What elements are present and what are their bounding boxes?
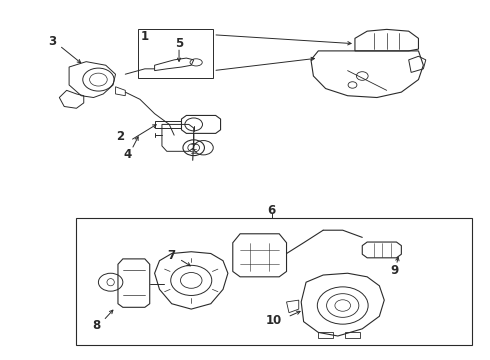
Text: 5: 5 (175, 37, 183, 50)
Bar (345, 332, 360, 338)
Text: 3: 3 (48, 35, 56, 49)
Bar (76, 218, 472, 345)
Text: 10: 10 (265, 314, 281, 327)
Bar (318, 332, 333, 338)
Text: 7: 7 (168, 249, 176, 262)
Text: 9: 9 (390, 264, 398, 277)
Text: 4: 4 (123, 148, 132, 161)
Text: 1: 1 (141, 30, 149, 43)
Text: 8: 8 (92, 319, 100, 332)
Text: 2: 2 (116, 130, 124, 144)
Bar (138, 30, 213, 78)
Text: 6: 6 (268, 204, 276, 217)
